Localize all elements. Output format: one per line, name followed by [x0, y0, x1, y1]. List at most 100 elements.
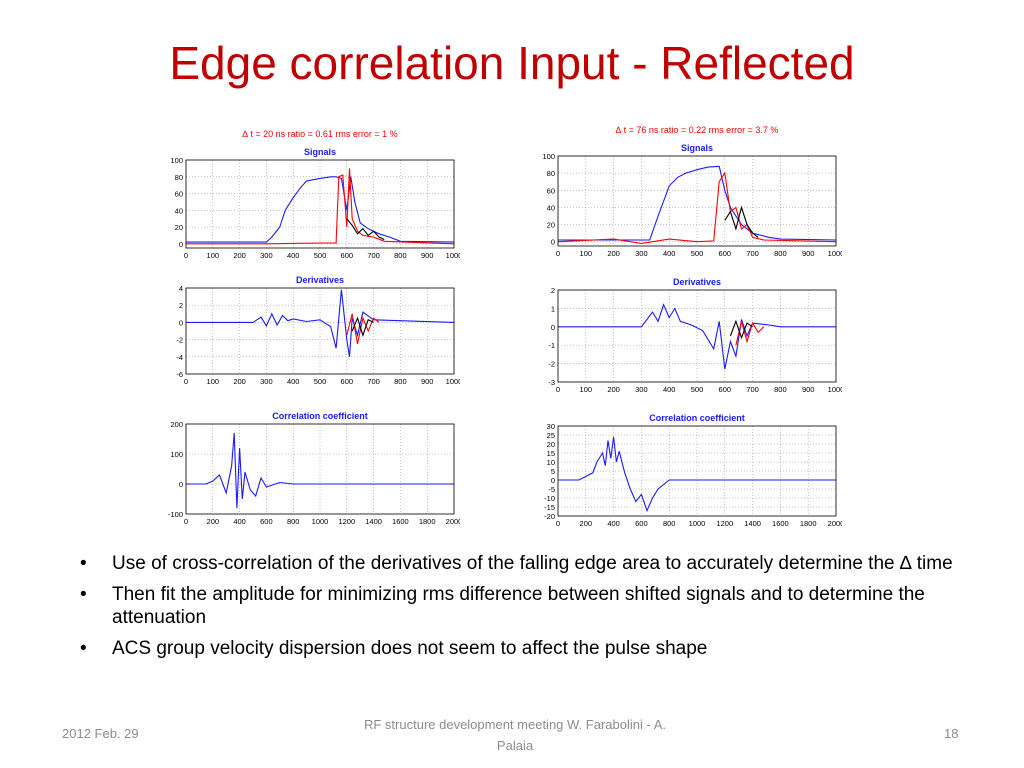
chart-header-text: ∆ t = 76 ns ratio = 0.22 rms error = 3.7… [616, 125, 779, 135]
y-tick-label: 15 [547, 449, 555, 458]
x-tick-label: 1000 [446, 377, 460, 386]
x-tick-label: 1200 [338, 517, 355, 526]
x-tick-label: 900 [802, 249, 815, 258]
x-tick-label: 600 [341, 377, 354, 386]
x-tick-label: 600 [719, 385, 732, 394]
x-tick-label: 200 [233, 251, 246, 260]
plot-area [186, 160, 454, 248]
x-tick-label: 800 [394, 251, 407, 260]
x-tick-label: 1200 [716, 519, 733, 528]
slide-title: Edge correlation Input - Reflected [169, 37, 855, 89]
y-tick-label: 2 [179, 301, 183, 310]
series-line-1 [186, 168, 455, 245]
y-tick-label: -15 [544, 503, 555, 512]
x-tick-label: 1000 [828, 249, 842, 258]
bullet-text: Then fit the amplitude for minimizing rm… [112, 584, 925, 628]
x-tick-label: 700 [367, 377, 380, 386]
chart-title: Correlation coefficient [272, 411, 368, 421]
x-tick-label: 100 [580, 385, 593, 394]
x-tick-label: 1400 [744, 519, 761, 528]
footer-date: 2012 Feb. 29 [62, 726, 139, 741]
series-line-2 [729, 319, 753, 340]
y-tick-label: 40 [175, 206, 183, 215]
y-tick-label: 100 [170, 156, 183, 165]
x-tick-label: 200 [607, 385, 620, 394]
series-line-1 [346, 313, 380, 345]
chart-derivatives-right: Derivatives 0 100 200 300 400 500 600 700 800 900 1… [548, 277, 842, 394]
x-tick-label: 400 [663, 249, 676, 258]
x-tick-label: 0 [184, 251, 188, 260]
x-tick-label: 500 [314, 377, 327, 386]
x-tick-label: 700 [746, 385, 759, 394]
y-tick-label: 25 [547, 431, 555, 440]
x-tick-label: 600 [635, 519, 648, 528]
x-tick-label: 600 [341, 251, 354, 260]
bullet-text: Use of cross-correlation of the derivati… [112, 553, 953, 574]
x-tick-label: 200 [207, 517, 220, 526]
x-tick-label: 500 [314, 251, 327, 260]
series-line-0 [558, 165, 837, 241]
x-tick-label: 0 [184, 377, 188, 386]
y-tick-label: -2 [548, 360, 555, 369]
x-tick-label: 100 [580, 249, 593, 258]
x-tick-label: 800 [774, 385, 787, 394]
bullet-item: • Then fit the amplitude for minimizing r… [80, 583, 970, 629]
x-tick-label: 800 [774, 249, 787, 258]
x-tick-label: 300 [635, 249, 648, 258]
y-tick-label: -2 [176, 336, 183, 345]
bullet-item: • Use of cross-correlation of the derivat… [80, 552, 970, 575]
chart-title: Derivatives [673, 277, 721, 287]
x-tick-label: 0 [184, 517, 188, 526]
x-tick-label: 0 [556, 519, 560, 528]
series-line-0 [558, 436, 836, 513]
chart-title: Signals [681, 143, 713, 153]
x-tick-label: 1000 [689, 519, 706, 528]
y-tick-label: 1 [551, 304, 555, 313]
chart-signals-right: ∆ t = 76 ns ratio = 0.22 rms error = 3.7… [542, 125, 844, 258]
y-tick-label: 100 [542, 152, 555, 161]
x-tick-label: 400 [287, 377, 300, 386]
x-tick-label: 1000 [828, 385, 842, 394]
plot-frame [557, 425, 837, 517]
series-line-2 [351, 316, 374, 338]
x-tick-label: 800 [663, 519, 676, 528]
x-tick-label: 200 [233, 377, 246, 386]
x-tick-label: 400 [607, 519, 620, 528]
x-tick-label: 1600 [772, 519, 789, 528]
x-tick-label: 700 [367, 251, 380, 260]
series-line-1 [557, 171, 837, 244]
right-plot-column: ∆ t = 76 ns ratio = 0.22 rms error = 3.7… [532, 122, 844, 528]
bullet-dot-icon: • [80, 584, 87, 605]
y-tick-label: 40 [547, 203, 555, 212]
x-tick-label: 600 [719, 249, 732, 258]
x-tick-label: 300 [260, 377, 273, 386]
y-tick-label: -100 [168, 510, 183, 519]
x-tick-label: 400 [287, 251, 300, 260]
series-line-2 [724, 205, 759, 238]
x-tick-label: 200 [607, 249, 620, 258]
y-tick-label: 20 [547, 221, 555, 230]
y-tick-label: 10 [547, 458, 555, 467]
plot-frame [557, 155, 837, 247]
y-tick-label: -4 [176, 353, 183, 362]
series-line-1 [735, 321, 765, 346]
x-tick-label: 1400 [365, 517, 382, 526]
x-tick-label: 100 [207, 251, 220, 260]
y-tick-label: 20 [547, 440, 555, 449]
x-tick-label: 2000 [828, 519, 842, 528]
left-plot-column: ∆ t = 20 ns ratio = 0.61 rms error = 1 %… [160, 126, 462, 526]
y-tick-label: -3 [548, 378, 555, 387]
x-tick-label: 1800 [800, 519, 817, 528]
plot-frame [557, 289, 837, 383]
chart-title: Derivatives [296, 275, 344, 285]
y-tick-label: -10 [544, 494, 555, 503]
x-tick-label: 0 [556, 249, 560, 258]
x-tick-label: 400 [663, 385, 676, 394]
bullet-item: • ACS group velocity dispersion does not … [80, 637, 970, 660]
x-tick-label: 1800 [419, 517, 436, 526]
y-tick-label: 5 [551, 467, 555, 476]
plot-frame [185, 287, 455, 375]
y-tick-label: 0 [551, 323, 555, 332]
